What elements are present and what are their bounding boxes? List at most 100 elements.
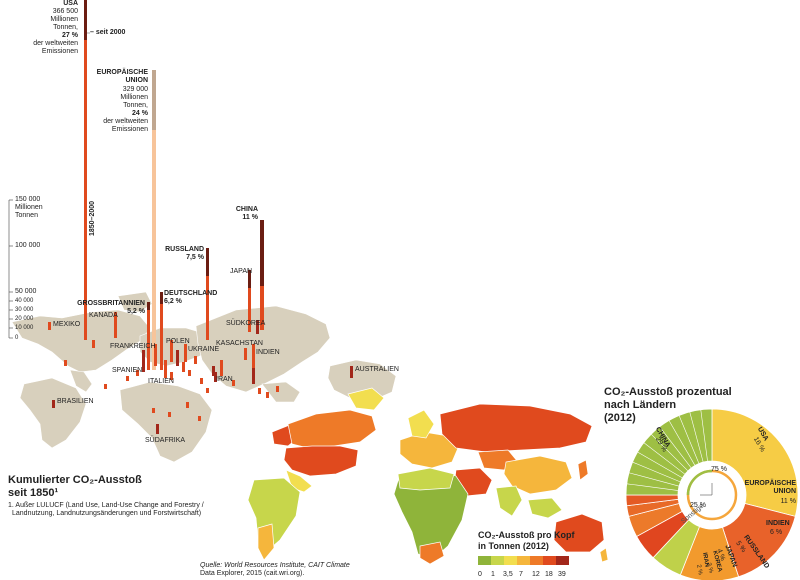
label-suedafrika: SÜDAFRIKA [145,437,186,444]
pc-canada-shape [287,409,377,449]
legend-label-0: 0 [478,571,482,578]
southeast-asia-shape [261,381,301,403]
donut-pct-eu: 11 % [780,498,796,505]
pc-north-africa-shape [397,467,455,491]
pc-australia-shape [553,513,605,553]
legend-label-3: 7 [519,571,523,578]
label-indien: INDIEN [256,349,280,356]
pc-southeast-asia-shape [527,497,563,519]
label-suedkorea: SÜDKOREA [226,320,266,327]
per-capita-title-1: CO₂-Ausstoß pro Kopf [478,530,575,540]
eu-name-1: EUROPÄISCHE [96,69,148,76]
greenland-shape [117,291,153,313]
pc-scandinavia-shape [407,409,435,439]
japan-bar-old [248,288,251,332]
deutschland-percent: 6,2 % [164,298,182,305]
usa-desc1: der weltweiten [33,40,78,47]
donut-inner-25: 25 % [690,502,706,509]
label-japan: JAPAN [230,268,253,275]
usa-bar-1850-2000 [84,40,87,340]
donut-sonstige-stripe [637,451,683,479]
label-brasilien: BRASILIEN [57,398,94,405]
donut-sonstige-stripe [689,411,704,463]
donut-title-3: (2012) [604,412,636,424]
donut-sonstige-stripe [700,409,708,462]
deutschland-name: DEUTSCHLAND [164,290,218,297]
scale-unit1: Millionen [15,204,43,211]
major-emission-bars [84,0,264,376]
legend-label-5: 18 [545,571,553,578]
deutschland-bar-new [160,292,163,304]
gb-name: GROSSBRITANNIEN [77,300,145,307]
donut-title-1: CO₂-Ausstoß prozentual [604,386,732,398]
pc-europe-shape [399,431,459,469]
donut-sonstige-stripe [650,433,689,472]
africa-shape [119,381,213,463]
usa-percent: 27 % [62,32,78,39]
pc-japan-shape [577,459,589,481]
pc-russia-shape [439,403,593,453]
asia-shape [195,305,331,393]
donut-sonstige-stripe [643,442,686,475]
scale-tick-0: 0 [15,335,19,341]
scale-tick-10000: 10 000 [15,325,34,331]
scale-top-label: 150 000 [15,196,41,203]
source-line1: Quelle: World Resources Institute, CAIT … [200,562,350,569]
per-capita-map [247,387,609,565]
left-title-line2: seit 1850¹ [8,487,59,499]
eu-percent: 24 % [132,110,148,117]
legend-label-1: 1 [491,571,495,578]
russland-bar-new [206,248,209,276]
south-america-shape [19,377,87,449]
scale-tick-20000: 20 000 [15,316,34,322]
usa-since-label: – seit 2000 [90,29,126,36]
donut-pct-indien: 6 % [770,529,783,536]
eu-unit1: Millionen [120,94,148,101]
label-frankreich: FRANKREICH [110,343,156,350]
donut-sonstige-stripe [678,415,700,464]
china-bar-old [260,286,264,330]
pc-greenland-shape [347,387,385,411]
eu-name-2: UNION [125,77,148,84]
per-capita-legend-boxes [478,556,569,565]
donut-pct-iran: 2 % [695,564,703,576]
donut-label-eu-1: EUROPÄISCHE [744,480,796,487]
eu-value: 329 000 [122,86,148,93]
pc-argentina-shape [257,523,275,561]
label-ukraine: UKRAINE [188,346,220,353]
left-title-line1: Kumulierter CO₂-Ausstoß [8,474,142,486]
usa-value: 366 500 [52,8,78,15]
china-percent: 11 % [242,214,258,221]
label-italien: ITALIEN [148,378,174,385]
per-capita-title-2: in Tonnen (2012) [478,541,549,551]
russland-name: RUSSLAND [165,246,204,253]
scale-tick-100000: 100 000 [15,242,41,249]
scale-tick-50000: 50 000 [15,288,37,295]
usa-unit2: Tonnen, [53,24,78,31]
eu-desc2: Emissionen [111,126,148,133]
central-america-shape [69,369,93,393]
australia-shape [327,359,397,401]
small-emission-bars [48,312,353,434]
donut-inner-75: 75 % [711,466,727,473]
label-kanada: KANADA [89,312,118,319]
donut-segment-china [711,408,799,517]
legend-label-2: 3,5 [503,571,513,578]
frankreich-bar [154,344,157,366]
eu-bar-1850-2000 [152,130,156,370]
donut-chart [625,408,799,580]
iran-bar [212,366,215,376]
russland-percent: 7,5 % [186,254,204,261]
source-line2: Data Explorer, 2015 (cait.wri.org). [200,570,305,577]
legend-label-4: 12 [532,571,540,578]
scale-tick-30000: 30 000 [15,307,34,313]
label-polen: POLEN [166,338,190,345]
pc-india-shape [495,485,523,517]
eu-unit2: Tonnen, [123,102,148,109]
gb-percent: 5,2 % [127,308,145,315]
label-mexiko: MEXIKO [53,321,81,328]
footnote-line1: 1. Außer LULUCF (Land Use, Land-Use Chan… [8,502,204,509]
label-iran: IRAN [216,376,233,383]
russland-bar-old [206,276,209,340]
